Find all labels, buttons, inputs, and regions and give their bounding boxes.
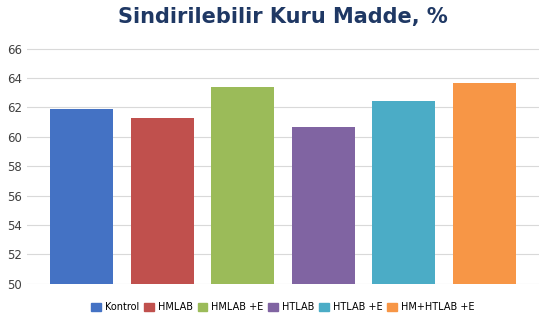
Text: 63,37: 63,37 (226, 111, 259, 124)
Legend: Kontrol, HMLAB, HMLAB +E, HTLAB, HTLAB +E, HM+HTLAB +E: Kontrol, HMLAB, HMLAB +E, HTLAB, HTLAB +… (87, 299, 478, 316)
Text: 61,88: 61,88 (65, 130, 98, 143)
Bar (292, 127, 355, 326)
Text: 61,29: 61,29 (145, 138, 179, 151)
Bar (211, 87, 274, 326)
Bar (130, 118, 193, 326)
Bar (453, 83, 516, 326)
Text: 60,67: 60,67 (306, 146, 340, 159)
Text: 63,66: 63,66 (467, 107, 501, 120)
Bar (372, 101, 435, 326)
Title: Sindirilebilir Kuru Madde, %: Sindirilebilir Kuru Madde, % (118, 7, 448, 27)
Bar (50, 109, 113, 326)
Text: 62,46: 62,46 (387, 123, 420, 136)
